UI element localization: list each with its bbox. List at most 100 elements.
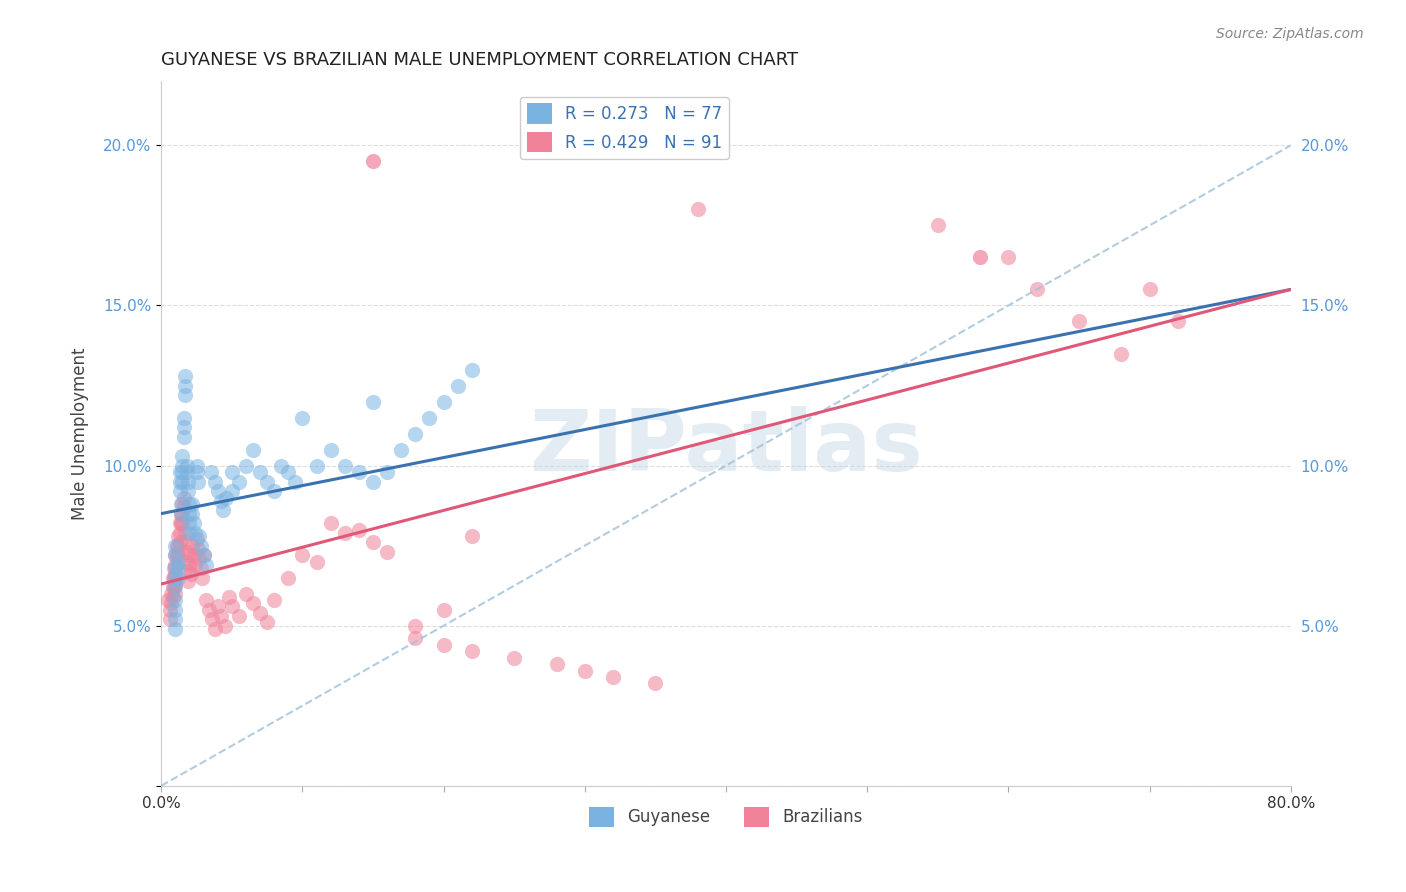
Point xyxy=(221,599,243,614)
Point xyxy=(165,558,187,572)
Point xyxy=(204,475,226,489)
Point xyxy=(159,612,181,626)
Point xyxy=(221,484,243,499)
Point xyxy=(174,388,197,402)
Point xyxy=(183,548,205,562)
Point xyxy=(969,251,991,265)
Point xyxy=(167,561,190,575)
Point xyxy=(291,410,314,425)
Point xyxy=(179,525,201,540)
Point xyxy=(574,664,596,678)
Legend: Guyanese, Brazilians: Guyanese, Brazilians xyxy=(582,800,869,834)
Point xyxy=(173,500,195,515)
Point xyxy=(256,615,278,630)
Point xyxy=(181,539,204,553)
Point xyxy=(256,475,278,489)
Point xyxy=(1111,346,1133,360)
Point xyxy=(173,410,195,425)
Point xyxy=(361,475,384,489)
Point xyxy=(193,548,215,562)
Point xyxy=(291,548,314,562)
Point xyxy=(179,497,201,511)
Point xyxy=(235,587,257,601)
Point xyxy=(174,535,197,549)
Point xyxy=(184,525,207,540)
Point xyxy=(174,378,197,392)
Point xyxy=(347,465,370,479)
Point xyxy=(169,484,191,499)
Point xyxy=(433,394,456,409)
Point xyxy=(461,529,484,543)
Point xyxy=(172,497,194,511)
Point xyxy=(167,548,190,562)
Point xyxy=(163,571,186,585)
Point xyxy=(166,548,188,562)
Point xyxy=(167,571,190,585)
Point xyxy=(644,676,666,690)
Point xyxy=(997,251,1019,265)
Point xyxy=(404,426,426,441)
Point xyxy=(277,571,299,585)
Point xyxy=(404,618,426,632)
Point xyxy=(172,516,194,531)
Point xyxy=(165,580,187,594)
Point xyxy=(172,465,194,479)
Point xyxy=(195,558,218,572)
Point xyxy=(172,475,194,489)
Point xyxy=(389,442,412,457)
Point xyxy=(927,219,949,233)
Point xyxy=(167,529,190,543)
Point xyxy=(176,545,198,559)
Point xyxy=(686,202,709,217)
Point xyxy=(170,516,193,531)
Point xyxy=(174,368,197,383)
Point xyxy=(165,561,187,575)
Point xyxy=(207,599,229,614)
Point xyxy=(375,465,398,479)
Point xyxy=(160,587,183,601)
Point xyxy=(242,596,264,610)
Y-axis label: Male Unemployment: Male Unemployment xyxy=(72,347,89,520)
Point xyxy=(214,618,236,632)
Point xyxy=(228,475,250,489)
Point xyxy=(172,458,194,473)
Point xyxy=(215,491,238,505)
Point xyxy=(172,449,194,463)
Point xyxy=(183,516,205,531)
Point xyxy=(163,561,186,575)
Point xyxy=(191,571,214,585)
Point xyxy=(190,539,212,553)
Point xyxy=(284,475,307,489)
Point xyxy=(277,465,299,479)
Point xyxy=(162,590,184,604)
Point xyxy=(159,602,181,616)
Point xyxy=(193,548,215,562)
Point xyxy=(172,507,194,521)
Point xyxy=(190,561,212,575)
Point xyxy=(209,493,232,508)
Point xyxy=(169,465,191,479)
Point xyxy=(361,535,384,549)
Point xyxy=(179,548,201,562)
Point xyxy=(186,465,208,479)
Point xyxy=(181,497,204,511)
Point xyxy=(165,567,187,582)
Point xyxy=(207,484,229,499)
Point xyxy=(270,458,292,473)
Point xyxy=(1139,283,1161,297)
Point xyxy=(166,539,188,553)
Point xyxy=(169,525,191,540)
Point xyxy=(305,555,328,569)
Point xyxy=(165,548,187,562)
Point xyxy=(165,593,187,607)
Point xyxy=(165,622,187,636)
Point xyxy=(333,458,356,473)
Point xyxy=(503,650,526,665)
Point xyxy=(249,606,271,620)
Point xyxy=(1167,314,1189,328)
Point xyxy=(228,609,250,624)
Point xyxy=(461,362,484,376)
Point xyxy=(433,638,456,652)
Point xyxy=(177,484,200,499)
Point xyxy=(187,541,209,556)
